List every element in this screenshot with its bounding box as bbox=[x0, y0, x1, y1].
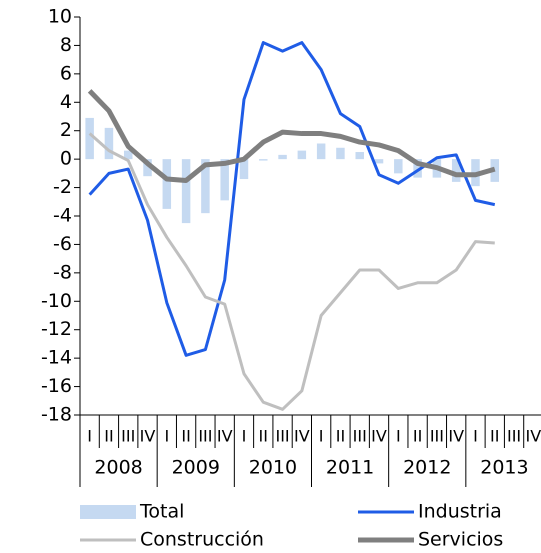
legend-label: Servicios bbox=[418, 529, 503, 551]
bar bbox=[259, 159, 268, 161]
y-tick-label: -10 bbox=[41, 290, 72, 312]
y-tick-label: -16 bbox=[41, 375, 72, 397]
year-label: 2012 bbox=[403, 457, 451, 479]
x-tick-label: II bbox=[413, 427, 422, 446]
bar bbox=[162, 159, 172, 209]
x-tick-label: I bbox=[319, 427, 324, 446]
y-tick-label: 0 bbox=[60, 148, 72, 170]
x-tick-label: IV bbox=[294, 427, 310, 446]
bar bbox=[239, 159, 249, 180]
line bbox=[87, 89, 496, 183]
bar bbox=[201, 159, 210, 214]
line bbox=[88, 41, 496, 357]
bar bbox=[316, 143, 326, 160]
x-tick-label: II bbox=[181, 427, 190, 446]
x-tick-label: IV bbox=[448, 427, 464, 446]
year-label: 2010 bbox=[249, 457, 297, 479]
bar bbox=[123, 150, 133, 160]
bar bbox=[278, 154, 287, 160]
y-tick-label: 4 bbox=[60, 91, 72, 113]
y-tick-label: -14 bbox=[41, 347, 72, 369]
y-tick-label: -2 bbox=[53, 176, 72, 198]
x-tick-label: IV bbox=[217, 427, 233, 446]
y-tick-label: -4 bbox=[53, 205, 72, 227]
y-tick-label: 10 bbox=[48, 6, 72, 28]
legend-swatch bbox=[80, 505, 136, 519]
year-label: 2013 bbox=[480, 457, 528, 479]
y-tick-label: -12 bbox=[41, 318, 72, 340]
x-tick-label: III bbox=[507, 427, 521, 446]
year-label: 2008 bbox=[94, 457, 142, 479]
line bbox=[88, 132, 495, 411]
x-tick-label: IV bbox=[526, 427, 541, 446]
bar bbox=[451, 159, 461, 182]
bar bbox=[85, 117, 94, 160]
x-tick-label: II bbox=[259, 427, 268, 446]
x-tick-label: III bbox=[121, 427, 135, 446]
bar bbox=[394, 159, 403, 174]
bar bbox=[220, 159, 229, 201]
y-tick-label: 6 bbox=[60, 62, 72, 84]
bar bbox=[181, 159, 191, 224]
bar bbox=[413, 159, 422, 178]
legend-label: Construcción bbox=[140, 529, 264, 551]
bar bbox=[355, 152, 364, 160]
bar bbox=[374, 159, 384, 164]
y-tick-label: 8 bbox=[60, 34, 72, 56]
bar bbox=[297, 150, 307, 160]
x-tick-label: I bbox=[473, 427, 478, 446]
x-tick-label: I bbox=[164, 427, 169, 446]
x-tick-label: I bbox=[242, 427, 247, 446]
y-tick-label: -8 bbox=[53, 261, 72, 283]
legend-label: Total bbox=[139, 501, 184, 523]
x-tick-label: III bbox=[430, 427, 444, 446]
year-label: 2009 bbox=[172, 457, 220, 479]
x-tick-label: III bbox=[198, 427, 212, 446]
bar bbox=[143, 159, 152, 177]
x-tick-label: II bbox=[104, 427, 113, 446]
bar bbox=[104, 127, 114, 160]
x-tick-label: I bbox=[87, 427, 92, 446]
x-tick-label: III bbox=[353, 427, 367, 446]
y-tick-label: -18 bbox=[41, 404, 72, 426]
x-tick-label: I bbox=[396, 427, 401, 446]
legend-label: Industria bbox=[418, 501, 502, 523]
x-tick-label: II bbox=[490, 427, 499, 446]
bar bbox=[336, 147, 345, 160]
y-tick-label: -6 bbox=[53, 233, 72, 255]
x-tick-label: IV bbox=[140, 427, 156, 446]
x-tick-label: II bbox=[336, 427, 345, 446]
year-label: 2011 bbox=[326, 457, 374, 479]
y-tick-label: 2 bbox=[60, 119, 72, 141]
x-tick-label: III bbox=[275, 427, 289, 446]
x-tick-label: IV bbox=[371, 427, 387, 446]
